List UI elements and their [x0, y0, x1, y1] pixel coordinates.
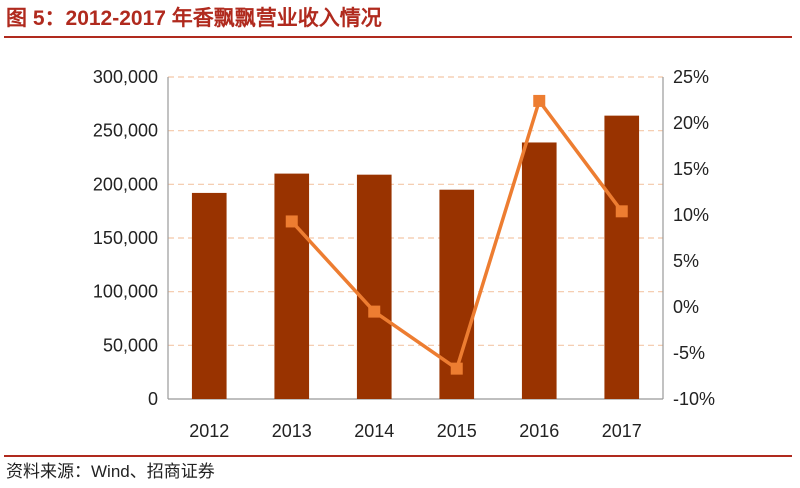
right-tick-label: -5%	[673, 343, 705, 363]
growth-marker	[533, 94, 546, 107]
right-tick-label: 25%	[673, 67, 709, 87]
growth-marker	[368, 305, 381, 318]
x-tick-label: 2014	[354, 421, 394, 441]
bar	[604, 115, 640, 399]
right-tick-label: -10%	[673, 389, 715, 409]
bar	[521, 142, 557, 399]
growth-marker	[285, 215, 298, 228]
bar	[356, 174, 392, 399]
left-tick-label: 300,000	[93, 67, 158, 87]
left-tick-label: 200,000	[93, 174, 158, 194]
title-rule	[4, 36, 792, 38]
figure-title: 图 5：2012-2017 年香飘飘营业收入情况	[6, 7, 382, 30]
right-tick-label: 10%	[673, 205, 709, 225]
x-tick-label: 2015	[437, 421, 477, 441]
left-tick-label: 0	[148, 389, 158, 409]
x-tick-label: 2013	[272, 421, 312, 441]
source-rule	[4, 455, 792, 457]
right-tick-label: 20%	[673, 113, 709, 133]
growth-marker	[615, 205, 628, 218]
bar	[191, 192, 227, 399]
x-tick-label: 2017	[602, 421, 642, 441]
left-tick-label: 50,000	[103, 335, 158, 355]
right-tick-label: 5%	[673, 251, 699, 271]
left-tick-label: 150,000	[93, 228, 158, 248]
left-tick-label: 250,000	[93, 121, 158, 141]
x-tick-label: 2016	[519, 421, 559, 441]
x-tick-label: 2012	[189, 421, 229, 441]
source-note: 资料来源：Wind、招商证券	[6, 462, 215, 481]
right-tick-label: 15%	[673, 159, 709, 179]
growth-marker	[450, 362, 463, 375]
right-tick-label: 0%	[673, 297, 699, 317]
bar	[274, 173, 310, 399]
left-tick-label: 100,000	[93, 282, 158, 302]
